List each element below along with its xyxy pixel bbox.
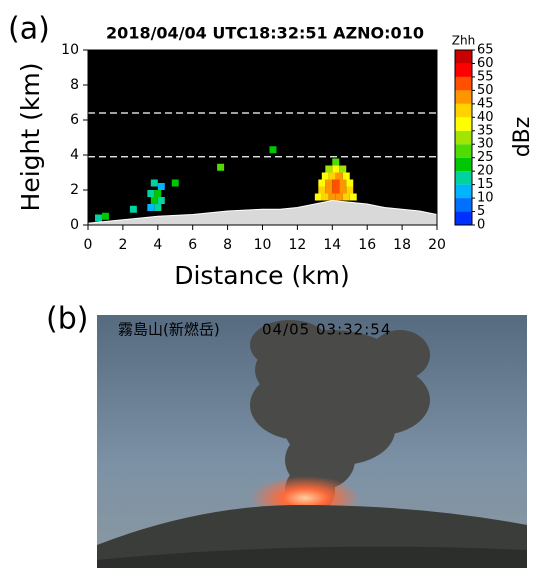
colorbar-tick-label: 65 [477,43,494,58]
x-tick-label: 12 [288,237,306,253]
echo-cell [171,179,179,187]
echo-cell [325,179,333,187]
colorbar-tick-label: 15 [477,177,494,192]
echo-cell [332,165,340,173]
colorbar-label: dBz [510,117,535,158]
echo-cell [328,193,336,201]
echo-cell [147,190,155,197]
colorbar-tick-label: 60 [477,56,494,71]
colorbar-segment [455,76,472,91]
echo-cell [150,179,158,187]
echo-cell [150,197,158,204]
colorbar-tick-label: 50 [477,83,494,98]
colorbar-segment [455,130,472,145]
echo-cell [147,204,155,211]
colorbar-segment [455,198,472,212]
x-tick-label: 14 [323,237,341,253]
echo-cell [314,193,322,201]
colorbar-tick-label: 10 [477,191,494,206]
colorbar-segment [455,50,472,64]
echo-cell [332,179,340,187]
x-tick-label: 18 [393,237,411,253]
echo-cell [346,186,354,194]
echo-cell [335,193,343,201]
panel-label: (b) [46,302,88,337]
colorbar-segment [455,103,472,118]
y-tick-label: 6 [70,112,79,128]
echo-cell [154,204,162,211]
x-tick-label: 16 [358,237,376,253]
x-tick-label: 2 [118,237,127,253]
echo-cell [269,146,277,154]
colorbar-segment [455,171,472,185]
echo-cell [339,165,347,173]
x-tick-label: 0 [84,237,93,253]
echo-cell [318,186,326,194]
y-tick-label: 0 [70,217,79,233]
plot-background [88,50,437,225]
echo-cell [346,179,354,187]
echo-cell [332,186,340,194]
y-axis-label: Height (km) [16,63,45,212]
echo-cell [154,190,162,197]
x-tick-label: 20 [428,237,446,253]
echo-cell [339,179,347,187]
chart-title: 2018/04/04 UTC18:32:51 AZNO:010 [106,24,424,43]
colorbar-segment [455,211,472,225]
colorbar-title: Zhh [452,34,475,48]
echo-cell [157,197,165,204]
colorbar-segment [455,144,472,158]
echo-cell [101,212,109,220]
colorbar-segment [455,90,472,104]
echo-cell [342,172,350,180]
x-tick-label: 4 [153,237,162,253]
colorbar-tick-label: 0 [477,218,485,233]
x-tick-label: 8 [223,237,232,253]
y-tick-label: 4 [70,147,79,163]
photo: 霧島山(新燃岳) 04/05 03:32:54 [97,315,527,568]
photo-timestamp: 04/05 03:32:54 [262,321,391,339]
colorbar-tick-label: 45 [477,96,494,111]
colorbar-segment [455,184,472,199]
echo-cell [342,193,350,201]
echo-cell [332,158,340,166]
colorbar-segment [455,63,472,77]
terrain [87,199,438,226]
echo-cell [349,193,357,201]
echo-cell [328,172,336,180]
echo-cell [339,186,347,194]
colorbar-tick-label: 5 [477,204,485,219]
photo-caption: 霧島山(新燃岳) [118,321,220,339]
x-tick-label: 6 [188,237,197,253]
echo-cell [94,214,102,222]
colorbar-frame [454,49,473,226]
colorbar-segment [455,117,472,131]
echo-cell [318,179,326,187]
echo-cell [217,163,225,171]
panel-label: (a) [8,12,50,47]
echo-cell [325,165,333,173]
echo-cell [321,193,329,201]
x-axis-label: Distance (km) [174,261,350,290]
colorbar-tick-label: 20 [477,164,494,179]
echo-cell [157,183,165,190]
y-tick-label: 2 [70,182,79,198]
plot-area: 0 2 4 6 8 10 12 14 16 18 2002468100510152025303540… [61,34,535,254]
y-tick-label: 8 [70,77,79,93]
y-tick-label: 10 [61,42,79,58]
x-tick-label: 10 [254,237,272,253]
colorbar-tick-label: 40 [477,110,494,125]
colorbar-tick-label: 55 [477,69,494,84]
echo-cell [321,172,329,180]
echo-cell [129,205,137,213]
colorbar-tick-label: 35 [477,123,494,138]
colorbar-tick-label: 25 [477,150,494,165]
colorbar-segment [455,157,472,172]
echo-cell [325,186,333,194]
echo-cell [335,172,343,180]
colorbar-tick-label: 30 [477,137,494,152]
